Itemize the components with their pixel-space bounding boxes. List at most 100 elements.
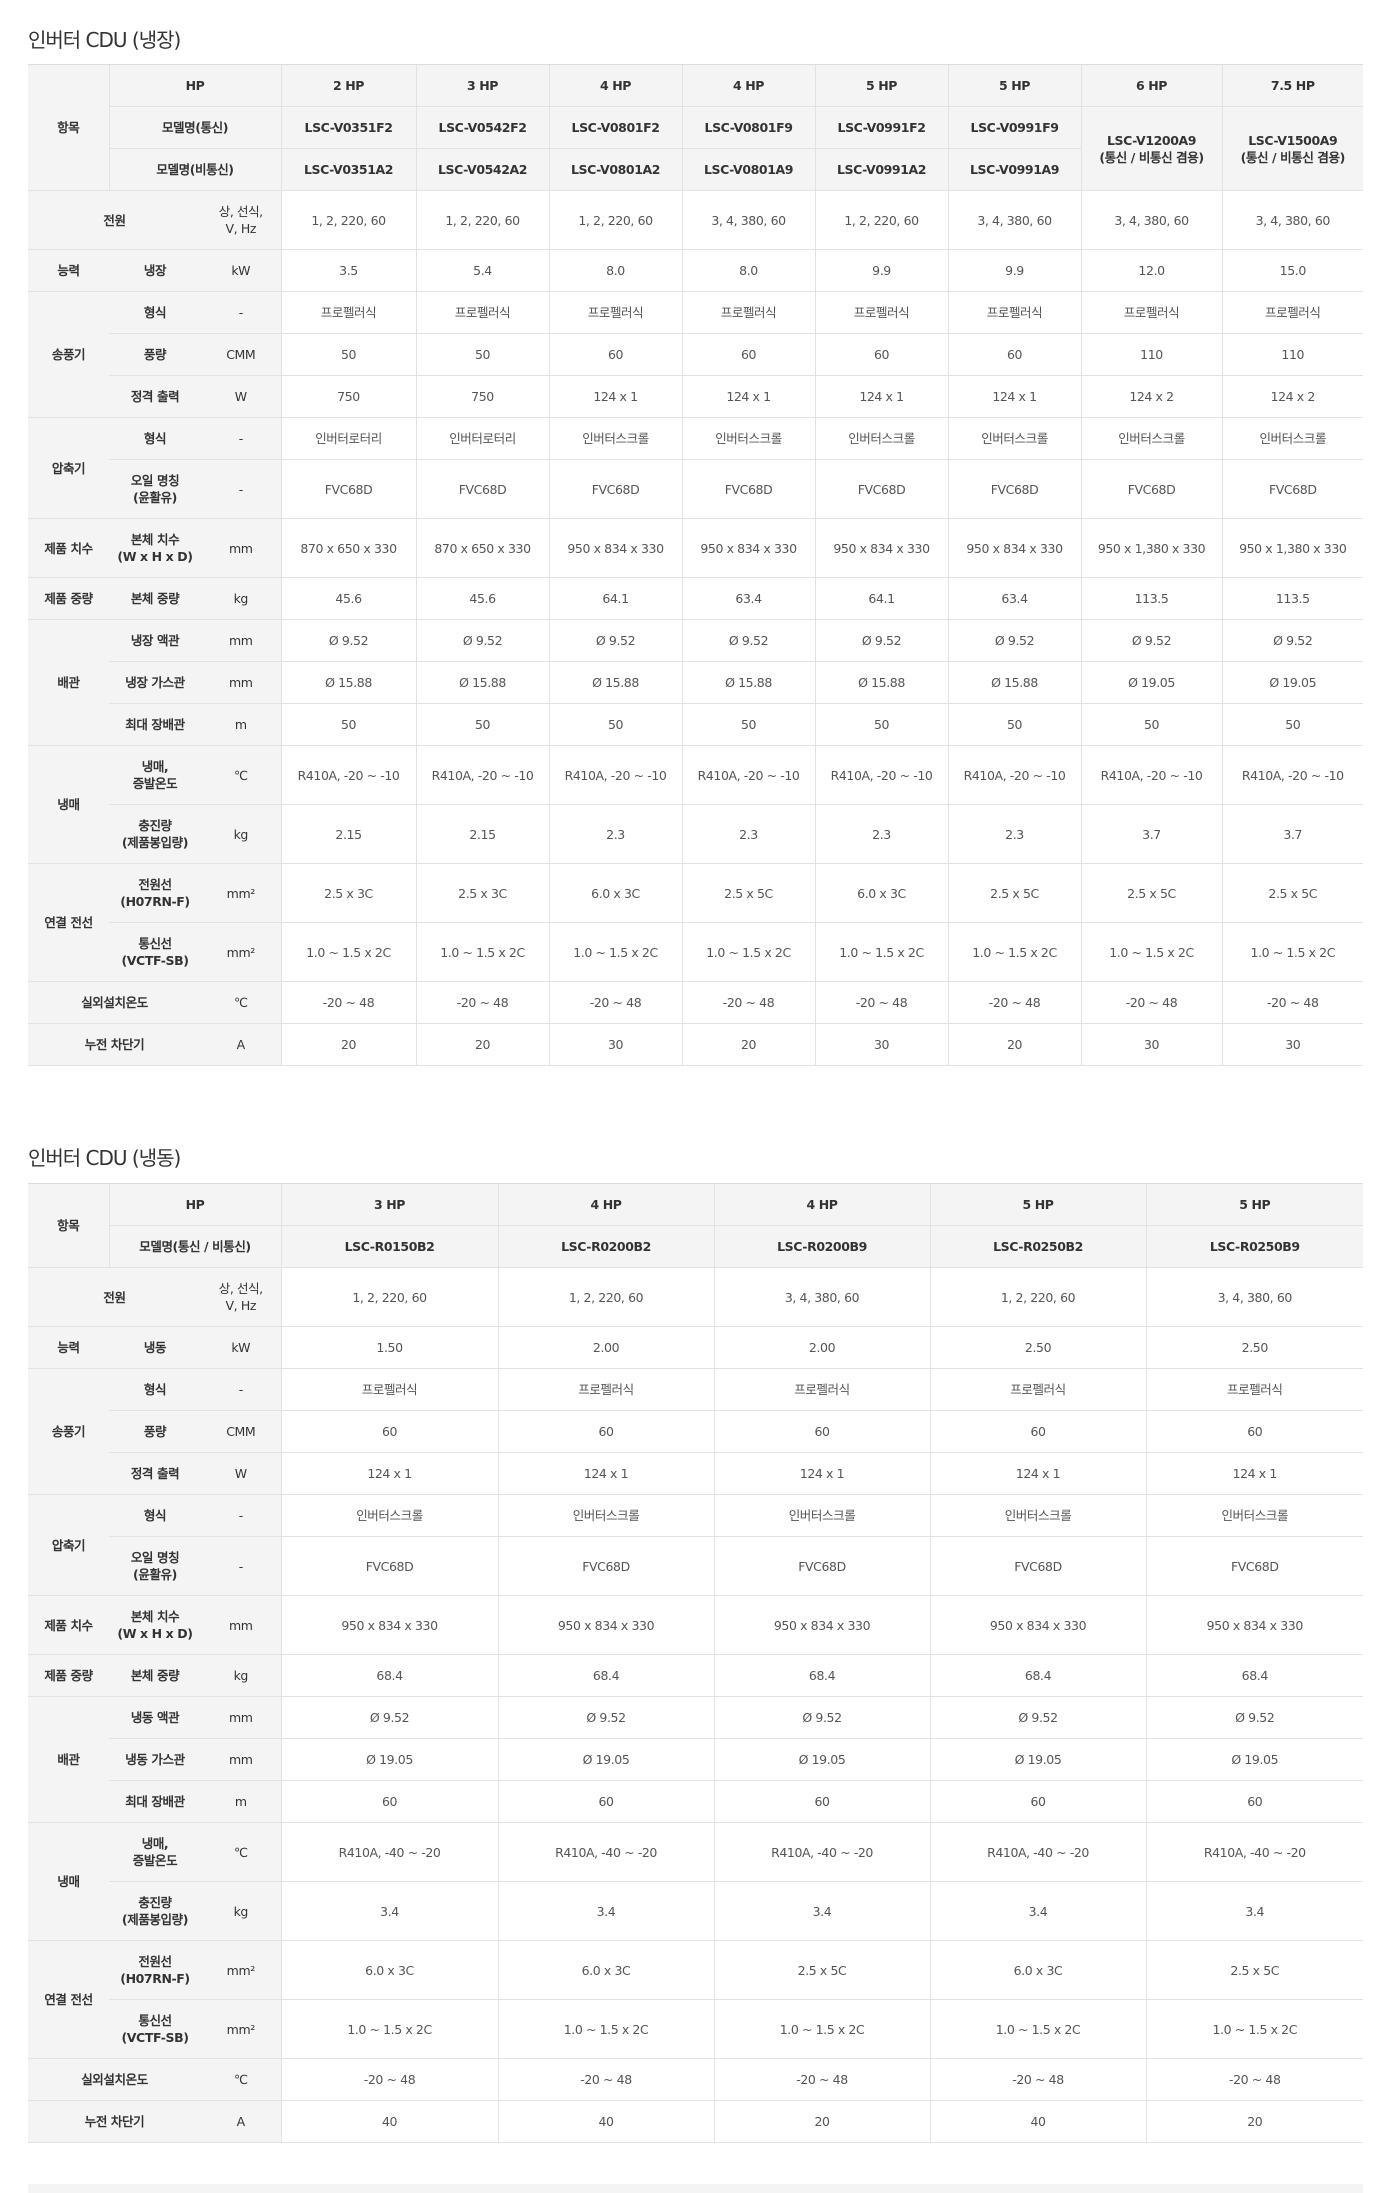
model-name: LSC-V0351A2 [280,148,417,191]
spec-value: 6.0 x 3C [280,1940,499,2000]
row-label: 실외설치온도 [28,2058,201,2101]
row-label: 실외설치온도 [28,981,201,1024]
spec-value: 3, 4, 380, 60 [1080,190,1223,250]
spec-value: 50 [280,703,417,746]
table-row: 냉동 가스관 mm Ø 19.05 Ø 19.05 Ø 19.05 Ø 19.05 Ø 19… [28,1738,1364,1781]
spec-value: 68.4 [1145,1654,1364,1697]
group-label: 압축기 [28,1494,109,1596]
spec-value: 인버터스크롤 [1145,1494,1364,1537]
spec-value: 2.5 x 5C [681,863,816,923]
spec-value: R410A, -20 ~ -10 [280,745,417,805]
row-label: 통신선 (VCTF-SB) [109,1999,201,2059]
model-label: 모델명(통신 / 비통신) [108,1225,282,1268]
spec-value: 124 x 1 [497,1452,715,1495]
spec-value: 프로펠러식 [814,291,949,334]
spec-value: R410A, -40 ~ -20 [1145,1822,1364,1882]
spec-value: 45.6 [280,577,417,620]
spec-value: 8.0 [548,249,683,292]
spec-value: FVC68D [1221,459,1364,519]
spec-value: 40 [929,2100,1147,2143]
table-row: 최대 장배관 m 60 60 60 60 60 [28,1780,1364,1823]
model-label: 모델명(비통신) [108,148,282,191]
table-row: 연결 전선 전원선 (H07RN-F) mm² 2.5 x 3C 2.5 x 3C 6.0… [28,863,1364,982]
spec-value: Ø 9.52 [1145,1696,1364,1739]
hp-value: 3 HP [280,1183,499,1226]
row-label: 정격 출력 [109,1452,201,1495]
spec-value: 20 [280,1023,417,1066]
spec-value: 950 x 834 x 330 [681,518,816,578]
row-label: 통신선 (VCTF-SB) [109,922,201,982]
unit-label: mm² [201,1940,282,2000]
spec-value: 인버터스크롤 [548,417,683,460]
spec-value: 60 [1145,1410,1364,1453]
spec-value: R410A, -40 ~ -20 [497,1822,715,1882]
spec-value: 50 [681,703,816,746]
spec-value: 1.0 ~ 1.5 x 2C [1221,922,1364,982]
spec-value: 64.1 [548,577,683,620]
group-label: 배관 [28,1696,109,1823]
spec-value: R410A, -20 ~ -10 [947,745,1082,805]
spec-value: 124 x 2 [1080,375,1223,418]
spec-value: Ø 9.52 [280,1696,499,1739]
spec-value: Ø 15.88 [681,661,816,704]
spec-value: 2.00 [497,1326,715,1369]
unit-label: mm² [201,922,282,982]
spec-value: -20 ~ 48 [1221,981,1364,1024]
unit-label: 상, 선식, V, Hz [201,1267,282,1327]
row-label: 오일 명칭 (윤활유) [109,459,201,519]
spec-value: 2.50 [929,1326,1147,1369]
table-row: 최대 장배관 m 50 50 50 50 50 50 50 50 [28,703,1364,746]
spec-value: Ø 9.52 [713,1696,931,1739]
row-label: 충진량 (제품봉입량) [109,1881,201,1941]
header-row-model: 모델명(비통신) LSC-V0351A2 LSC-V0542A2 LSC-V0801A… [28,148,1363,191]
row-label: 누전 차단기 [28,2100,201,2143]
spec-value: 60 [280,1410,499,1453]
unit-label: mm² [201,863,282,923]
spec-value: 64.1 [814,577,949,620]
model-name: LSC-R0250B9 [1145,1225,1364,1268]
spec-value: 6.0 x 3C [814,863,949,923]
hp-value: 5 HP [929,1183,1147,1226]
spec-value: R410A, -40 ~ -20 [929,1822,1147,1882]
spec-value: 12.0 [1080,249,1223,292]
unit-label: mm [201,518,282,578]
row-label: 냉장 액관 [109,619,201,662]
spec-value: Ø 9.52 [947,619,1082,662]
spec-value: 60 [497,1410,715,1453]
spec-value: 3.4 [1145,1881,1364,1941]
spec-value: R410A, -20 ~ -10 [681,745,816,805]
spec-value: 2.5 x 3C [415,863,550,923]
group-label: 연결 전선 [28,863,109,982]
unit-label: - [201,417,282,460]
spec-table-freezing: 항목 HP 3 HP 4 HP 4 HP 5 HP 5 HP 모델명(통신 / 비통신) LSC… [28,1183,1364,2143]
spec-value: 인버터스크롤 [681,417,816,460]
spec-value: 2.3 [814,804,949,864]
spec-value: 2.15 [415,804,550,864]
spec-value: Ø 19.05 [1080,661,1223,704]
table-row: 오일 명칭 (윤활유) - FVC68D FVC68D FVC68D FVC68D FVC6… [28,1536,1364,1596]
spec-value: 870 x 650 x 330 [415,518,550,578]
table-row: 누전 차단기 A 20 20 30 20 30 20 30 30 [28,1023,1364,1066]
spec-value: 124 x 1 [1145,1452,1364,1495]
spec-value: 3, 4, 380, 60 [1145,1267,1364,1327]
table-row: 정격 출력 W 124 x 1 124 x 1 124 x 1 124 x 1 124 x … [28,1452,1364,1495]
spec-value: FVC68D [713,1536,931,1596]
table-row: 냉매 냉매, 증발온도 ℃ R410A, -20 ~ -10 R410A, -20 ~ … [28,745,1364,864]
spec-value: 3.4 [497,1881,715,1941]
spec-value: 프로펠러식 [1080,291,1223,334]
row-label: 풍량 [109,333,201,376]
spec-value: Ø 9.52 [1080,619,1223,662]
spec-value: Ø 19.05 [280,1738,499,1781]
spec-value: 68.4 [929,1654,1147,1697]
unit-label: CMM [201,1410,282,1453]
section-title-freezing: 인버터 CDU (냉동) [28,1146,181,1170]
spec-value: 6.0 x 3C [497,1940,715,2000]
spec-value: 110 [1221,333,1364,376]
spec-value: 50 [1080,703,1223,746]
hp-value: 5 HP [947,64,1082,107]
spec-value: 3.7 [1080,804,1223,864]
hp-value: 6 HP [1080,64,1223,107]
spec-value: -20 ~ 48 [280,2058,499,2101]
table-row: 통신선 (VCTF-SB) mm² 1.0 ~ 1.5 x 2C 1.0 ~ 1.5 … [28,922,1364,982]
spec-value: 40 [280,2100,499,2143]
